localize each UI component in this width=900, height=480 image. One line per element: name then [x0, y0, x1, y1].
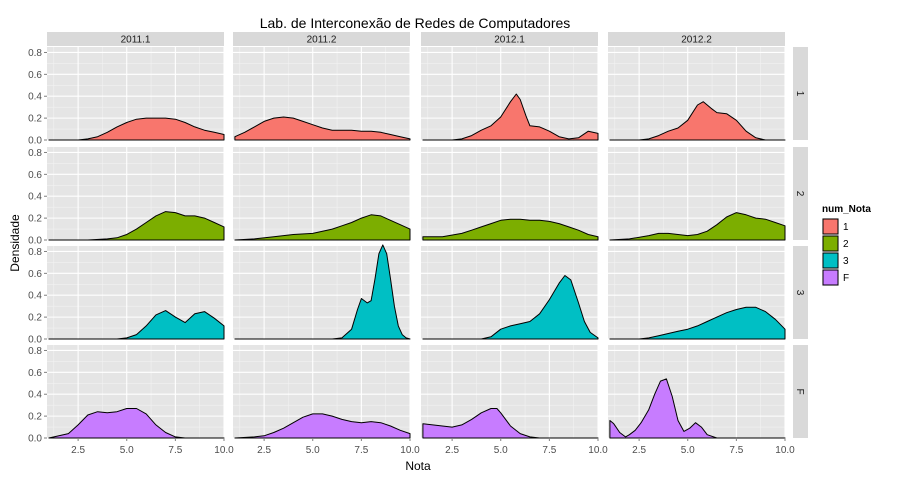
y-tick-label: 0.6 — [28, 368, 42, 379]
y-tick-label: 0.2 — [28, 313, 42, 324]
x-tick-label: 7.5 — [542, 445, 556, 456]
panel — [421, 345, 599, 439]
panels-layer: 2011.1 2011.2 2012.1 2012.2 1 2 3 F 0.0 0.2 0.4 0.6… — [28, 32, 808, 456]
x-tick-label: 10.0 — [588, 445, 608, 456]
legend-label: F — [843, 273, 849, 284]
y-axis-title: Densidade — [8, 214, 22, 272]
legend-label: 2 — [843, 239, 849, 250]
legend-key-2 — [822, 235, 839, 252]
facet-strip-row-label: 2 — [794, 191, 805, 197]
density-area-F-2012.2 — [609, 378, 786, 439]
density-area-2-2011.1 — [48, 211, 225, 241]
y-tick-label: 0.8 — [28, 148, 42, 159]
density-area-F-2012.1 — [422, 408, 599, 439]
density-area-2-2012.2 — [609, 212, 786, 241]
y-tick-label: 0.0 — [28, 434, 42, 445]
y-tick-label: 0.0 — [28, 335, 42, 346]
panel — [608, 345, 786, 439]
y-tick-label: 0.2 — [28, 214, 42, 225]
density-area-3-2012.2 — [609, 306, 786, 340]
density-area-2-2011.2 — [234, 214, 411, 241]
legend-label: 1 — [843, 222, 849, 233]
x-tick-label: 5.0 — [306, 445, 320, 456]
density-area-1-2012.2 — [609, 101, 786, 141]
facet-strip-col — [233, 32, 410, 46]
y-tick-label: 0.4 — [28, 390, 42, 401]
x-tick-label: 2.5 — [71, 445, 85, 456]
facet-strip-col — [421, 32, 598, 46]
density-area-F-2011.1 — [48, 408, 225, 439]
facet-strip-col — [608, 32, 785, 46]
x-tick-label: 10.0 — [400, 445, 420, 456]
density-area-1-2012.1 — [422, 93, 599, 141]
density-area-1-2011.2 — [234, 116, 411, 141]
x-tick-label: 7.5 — [729, 445, 743, 456]
y-tick-label: 0.4 — [28, 291, 42, 302]
facet-strip-row — [793, 47, 808, 140]
density-area-3-2011.2 — [234, 244, 411, 340]
panel-background — [608, 345, 785, 438]
x-axis-title: Nota — [405, 459, 431, 473]
y-tick-label: 0.6 — [28, 70, 42, 81]
x-tick-label: 5.0 — [120, 445, 134, 456]
y-tick-label: 0.4 — [28, 192, 42, 203]
x-tick-label: 2.5 — [632, 445, 646, 456]
legend-label: 3 — [843, 256, 849, 267]
facet-strip-row-label: 3 — [794, 290, 805, 296]
legend-key-1 — [822, 218, 839, 235]
facet-strip-row — [793, 246, 808, 339]
legend: num_Nota 1 2 3 F — [822, 204, 871, 286]
y-tick-label: 0.2 — [28, 114, 42, 125]
panel — [608, 246, 786, 340]
density-area-F-2011.2 — [234, 413, 411, 439]
density-area-2-2012.1 — [422, 218, 599, 241]
x-tick-label: 2.5 — [445, 445, 459, 456]
y-tick-label: 0.0 — [28, 136, 42, 147]
facet-strip-col-label: 2011.1 — [121, 35, 151, 46]
y-tick-label: 0.8 — [28, 346, 42, 357]
density-area-3-2011.1 — [48, 310, 225, 340]
panel — [421, 47, 599, 141]
legend-title: num_Nota — [822, 204, 871, 215]
facet-strip-row-label: F — [794, 388, 805, 394]
density-area-3-2012.1 — [422, 275, 599, 340]
panel-background — [421, 345, 598, 438]
y-tick-label: 0.2 — [28, 412, 42, 423]
facet-strip-row-label: 1 — [794, 91, 805, 97]
legend-key-3 — [822, 252, 839, 269]
legend-key-F — [822, 269, 839, 286]
facet-strip-row — [793, 345, 808, 438]
x-tick-label: 2.5 — [257, 445, 271, 456]
x-tick-label: 5.0 — [681, 445, 695, 456]
x-tick-label: 7.5 — [354, 445, 368, 456]
x-tick-label: 10.0 — [214, 445, 234, 456]
facet-strip-col-label: 2011.2 — [307, 35, 337, 46]
x-tick-label: 7.5 — [168, 445, 182, 456]
panel — [233, 47, 411, 141]
x-tick-label: 10.0 — [775, 445, 795, 456]
x-tick-label: 5.0 — [494, 445, 508, 456]
facet-strip-row — [793, 147, 808, 240]
chart-title: Lab. de Interconexão de Redes de Computa… — [260, 15, 571, 31]
y-tick-label: 0.6 — [28, 170, 42, 181]
facet-strip-col-label: 2012.2 — [681, 35, 712, 46]
y-tick-label: 0.6 — [28, 269, 42, 280]
density-area-1-2011.1 — [48, 117, 225, 141]
legend-items: 1 2 3 F — [822, 218, 849, 286]
y-tick-label: 0.0 — [28, 236, 42, 247]
facet-strip-col — [47, 32, 224, 46]
y-tick-label: 0.8 — [28, 247, 42, 258]
y-tick-label: 0.4 — [28, 92, 42, 103]
y-tick-label: 0.8 — [28, 48, 42, 59]
facet-strip-col-label: 2012.1 — [494, 35, 525, 46]
